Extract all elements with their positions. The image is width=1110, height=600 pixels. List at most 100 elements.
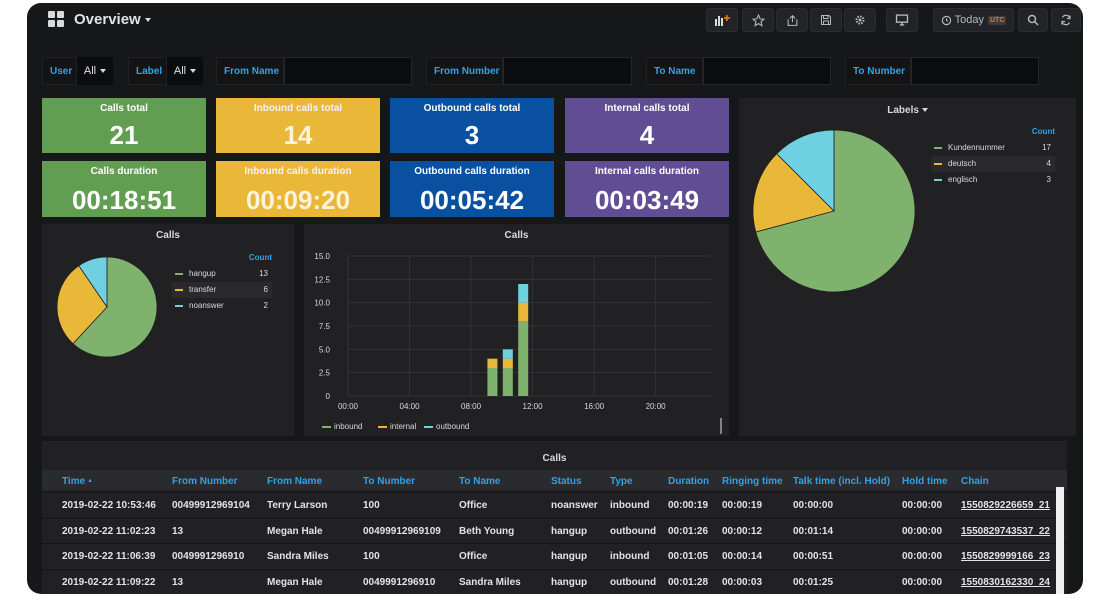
legend-count: 3 [1046,175,1051,184]
table-row[interactable]: 2019-02-22 11:02:23 13 Megan Hale 004999129… [42,517,1067,544]
legend-count: 2 [263,301,268,310]
table-cell: 00:00:00 [902,551,943,562]
share-button[interactable] [776,8,808,32]
stat-title: Internal calls total [604,103,690,114]
legend-item[interactable]: hangup 13 [172,266,272,282]
legend-label: hangup [189,269,216,278]
legend-label-internal[interactable]: internal [390,422,416,431]
legend-item[interactable]: noanswer 2 [172,298,272,314]
chain-link[interactable]: 1550830162330_24 [961,576,1050,588]
calls-pie-slice-noanswer[interactable] [78,256,108,309]
zoom-out-button[interactable] [1018,8,1048,32]
chain-link[interactable]: 1550829999166_23 [961,551,1050,562]
bar-internal[interactable] [487,358,498,368]
bar-internal[interactable] [518,302,529,322]
bar-internal[interactable] [502,358,513,368]
calls-pie-slice-transfer[interactable] [56,265,108,345]
from-number-input[interactable] [503,57,632,85]
time-range-label: Today [954,14,984,26]
save-button[interactable] [810,8,842,32]
legend-label-inbound[interactable]: inbound [334,422,362,431]
bar-outbound[interactable] [502,349,513,359]
table-cell: 00:00:19 [722,500,763,511]
table-row[interactable]: 2019-02-22 11:09:22 13 Megan Hale 004999129… [42,568,1067,595]
column-header[interactable]: Type [610,476,633,487]
legend-label-outbound[interactable]: outbound [436,422,469,431]
column-header[interactable]: Talk time (incl. Hold) [793,476,890,487]
calls-pie-chart [56,256,158,358]
add-panel-button[interactable] [706,8,738,32]
legend-item[interactable]: deutsch 4 [931,156,1055,172]
column-header[interactable]: From Name [267,476,322,487]
table-row[interactable]: 2019-02-22 11:06:39 0049991296910 Sandra M… [42,543,1067,569]
table-scrollbar[interactable] [1056,487,1064,594]
bar-outbound[interactable] [518,284,529,303]
legend-swatch [934,179,942,181]
to-number-input[interactable] [911,57,1039,85]
table-cell: Office [459,551,488,562]
user-variable-select[interactable]: All [77,57,113,85]
bar-inbound[interactable] [502,368,513,396]
refresh-button[interactable] [1051,8,1081,32]
column-header[interactable]: Duration [668,476,709,487]
labels-pie-slice-kundennummer[interactable] [755,129,916,293]
chain-link[interactable]: 1550829743537_22 [961,525,1050,537]
legend-item[interactable]: Kundennummer 17 [931,140,1055,156]
to-name-label: To Name [646,57,703,85]
tv-mode-button[interactable] [886,8,918,32]
dashboard-title[interactable]: Overview [74,11,151,28]
table-cell: 00:00:03 [722,576,763,588]
bar-inbound[interactable] [518,321,529,396]
legend-label: deutsch [948,159,977,168]
legend-swatch [934,147,942,149]
table-cell: 100 [363,551,380,562]
column-header-label: From Number [172,476,238,487]
settings-button[interactable] [844,8,876,32]
labels-panel: Labels Count Kundennummer 17 deutsch 4 englis… [739,98,1076,436]
column-header-label: Hold time [902,476,948,487]
to-name-input[interactable] [703,57,831,85]
table-header-row [42,470,1067,490]
table-cell: 00:00:19 [668,500,709,511]
legend-count-header[interactable]: Count [248,253,272,262]
column-header[interactable]: Chain [961,476,989,487]
y-tick-label: 2.5 [319,369,331,378]
legend-count-header[interactable]: Count [1031,127,1055,136]
time-picker-button[interactable]: Today UTC [933,8,1014,32]
column-header[interactable]: Hold time [902,476,948,487]
dashboard-grid-icon[interactable] [48,11,65,28]
column-header[interactable]: To Number [363,476,415,487]
label-variable-select[interactable]: All [167,57,203,85]
clock-icon [941,15,951,25]
chevron-down-icon [921,108,928,113]
labels-pie-slice-englisch[interactable] [776,129,835,212]
label-variable-value: All [173,65,187,77]
calls-pie-slice-hangup[interactable] [72,256,158,358]
column-header[interactable]: Time ▲ [62,476,93,487]
bar-inbound[interactable] [487,368,498,396]
column-header[interactable]: From Number [172,476,238,487]
legend-item[interactable]: transfer 6 [172,282,272,298]
from-number-label: From Number [426,57,503,85]
stat-value: 3 [464,120,480,150]
labels-panel-title[interactable]: Labels [739,105,1076,116]
chevron-down-icon [144,18,151,23]
legend-swatch [175,273,183,275]
labels-pie-slice-deutsch[interactable] [752,153,835,233]
star-icon [751,13,765,27]
column-header[interactable]: Status [551,476,582,487]
from-name-input[interactable] [284,57,412,85]
legend-count: 4 [1046,159,1051,168]
legend-swatch [378,426,387,428]
chain-link[interactable]: 1550829226659_21 [961,500,1050,511]
star-button[interactable] [742,8,774,32]
legend-swatch [175,305,183,307]
column-header[interactable]: To Name [459,476,501,487]
outbound-calls-duration-stat: Outbound calls duration 00:05:42 [390,161,554,217]
table-cell: 13 [172,525,184,537]
column-header[interactable]: Ringing time [722,476,783,487]
table-row[interactable]: 2019-02-22 10:53:46 00499912969104 Terry L… [42,492,1067,518]
legend-count: 17 [1042,143,1051,152]
legend-item[interactable]: englisch 3 [931,172,1055,188]
table-cell: 00:00:00 [902,576,943,588]
